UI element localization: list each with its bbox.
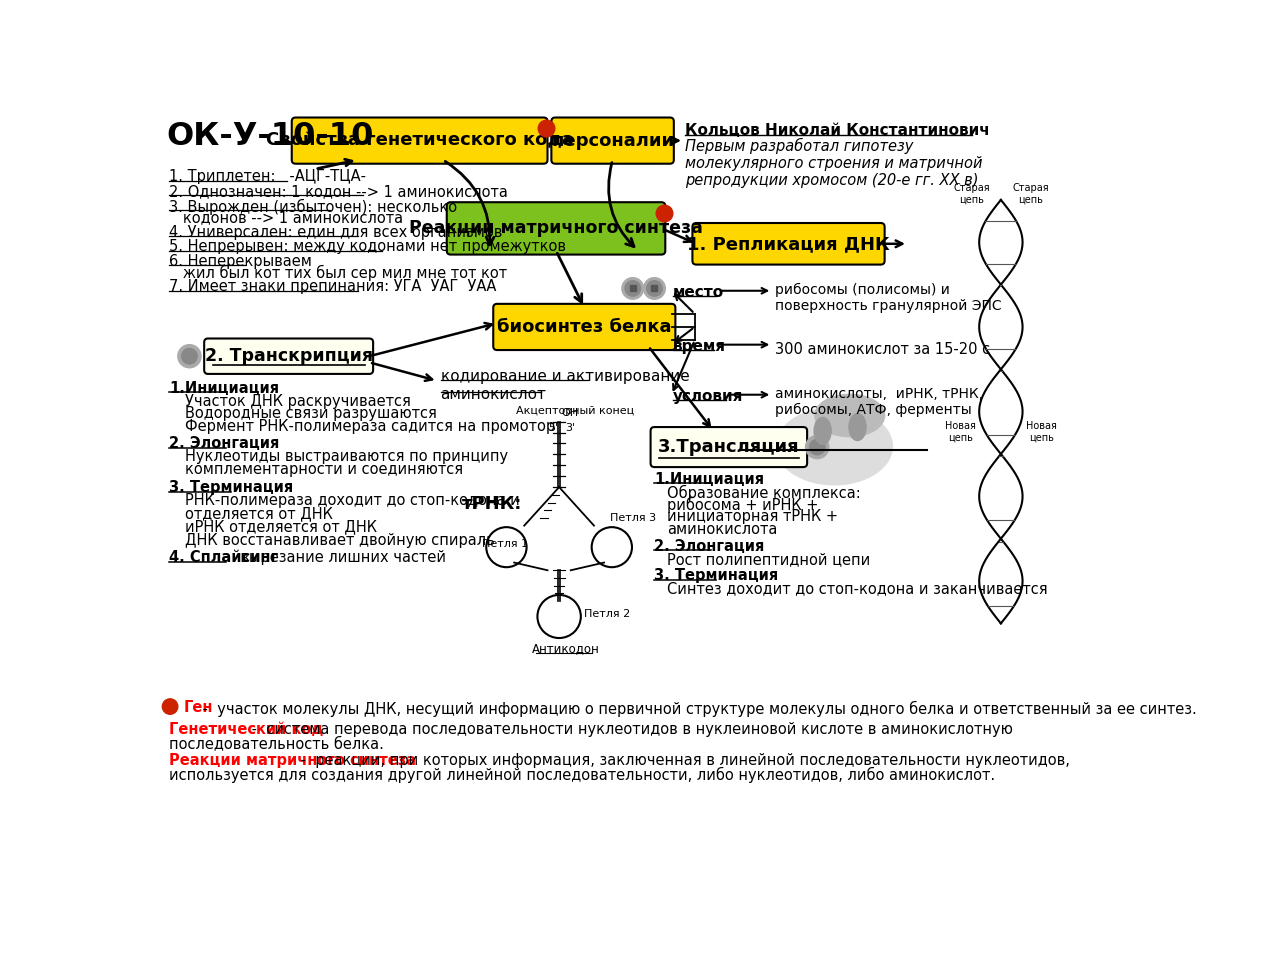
Text: Реакции матричного синтеза: Реакции матричного синтеза [169, 753, 416, 768]
Text: 1.Инициация: 1.Инициация [169, 381, 279, 396]
Text: Старая
цепь: Старая цепь [954, 183, 989, 204]
Text: время: время [673, 339, 726, 353]
Circle shape [178, 345, 201, 368]
FancyBboxPatch shape [493, 304, 676, 350]
Text: аминокислота: аминокислота [667, 522, 777, 537]
Text: 3.Трансляция: 3.Трансляция [658, 438, 800, 456]
Text: место: место [673, 284, 724, 300]
Text: инициаторная тРНК +: инициаторная тРНК + [667, 510, 838, 524]
Text: биосинтез белка: биосинтез белка [497, 318, 672, 336]
Text: Нуклеотиды выстраиваются по принципу: Нуклеотиды выстраиваются по принципу [184, 449, 508, 465]
Text: Петля 2: Петля 2 [584, 609, 630, 619]
Text: Петля 1: Петля 1 [481, 540, 527, 549]
Text: Новая
цепь: Новая цепь [1025, 421, 1056, 443]
Text: Старая
цепь: Старая цепь [1012, 183, 1048, 204]
Text: -  система перевода последовательности нуклеотидов в нуклеиновой кислоте в амино: - система перевода последовательности ну… [247, 722, 1014, 737]
Text: 6. Неперекрываем: 6. Неперекрываем [169, 253, 312, 269]
Text: Реакции матричного синтеза: Реакции матричного синтеза [410, 220, 703, 237]
FancyBboxPatch shape [692, 223, 884, 265]
Circle shape [809, 440, 824, 455]
Text: 3. Вырожден (избыточен): несколько: 3. Вырожден (избыточен): несколько [169, 199, 457, 214]
Text: вырезание лишних частей: вырезание лишних частей [232, 550, 447, 565]
Text: Рост полипептидной цепи: Рост полипептидной цепи [667, 552, 870, 566]
Text: 1.Инициация: 1.Инициация [654, 471, 764, 487]
Text: 5. Непрерывен: между кодонами нет промежутков: 5. Непрерывен: между кодонами нет промеж… [169, 239, 566, 254]
FancyBboxPatch shape [650, 427, 808, 468]
FancyBboxPatch shape [205, 339, 374, 374]
Text: 3': 3' [566, 423, 576, 433]
Ellipse shape [814, 418, 831, 444]
Text: Водородные связи разрушаются: Водородные связи разрушаются [184, 406, 436, 421]
Text: иРНК отделяется от ДНК: иРНК отделяется от ДНК [184, 519, 376, 535]
Text: 4. Сплайсинг: 4. Сплайсинг [169, 550, 279, 565]
FancyBboxPatch shape [292, 117, 548, 164]
Text: ОК-У-10-10: ОК-У-10-10 [166, 121, 374, 153]
Text: Фермент РНК-полимераза садится на промотор: Фермент РНК-полимераза садится на промот… [184, 419, 556, 434]
Text: ДНК восстанавливает двойную спираль: ДНК восстанавливает двойную спираль [184, 533, 494, 547]
Text: 2. Элонгация: 2. Элонгация [169, 436, 279, 451]
Text: 300 аминокислот за 15-20 с: 300 аминокислот за 15-20 с [774, 342, 989, 356]
Text: 3. Терминация: 3. Терминация [169, 480, 293, 495]
Text: 2. Однозначен: 1 кодон --> 1 аминокислота: 2. Однозначен: 1 кодон --> 1 аминокислот… [169, 183, 508, 199]
Text: отделяется от ДНК: отделяется от ДНК [184, 506, 333, 521]
Text: Ген: Ген [183, 701, 212, 715]
Text: Образование комплекса:: Образование комплекса: [667, 485, 860, 501]
Text: условия: условия [673, 389, 744, 403]
Circle shape [182, 348, 197, 364]
Ellipse shape [849, 414, 867, 441]
Text: Свойства генетического кода: Свойства генетического кода [266, 132, 573, 150]
Text: -  реакции, при которых информация, заключенная в линейной последовательности ну: - реакции, при которых информация, заклю… [296, 753, 1070, 768]
Circle shape [163, 699, 178, 714]
Text: РНК-полимераза доходит до стоп-кодона и: РНК-полимераза доходит до стоп-кодона и [184, 493, 520, 508]
Text: Кольцов Николай Константинович: Кольцов Николай Константинович [686, 123, 991, 138]
Text: 4. Универсален: един для всех организмов: 4. Универсален: един для всех организмов [169, 225, 503, 240]
Ellipse shape [815, 395, 884, 437]
Text: 2. Элонгация: 2. Элонгация [654, 539, 765, 554]
FancyBboxPatch shape [447, 203, 666, 254]
Text: -  участок молекулы ДНК, несущий информацию о первичной структуре молекулы одног: - участок молекулы ДНК, несущий информац… [198, 701, 1197, 716]
Text: Первым разработал гипотезу
молекулярного строения и матричной
репродукции хромос: Первым разработал гипотезу молекулярного… [686, 137, 983, 188]
Circle shape [644, 277, 666, 300]
Text: Акцепторный конец: Акцепторный конец [517, 406, 635, 417]
Text: Петля 3: Петля 3 [611, 514, 657, 523]
Text: рибосомы (полисомы) и
поверхность гранулярной ЭПС: рибосомы (полисомы) и поверхность гранул… [774, 283, 1001, 313]
Text: Синтез доходит до стоп-кодона и заканчивается: Синтез доходит до стоп-кодона и заканчив… [667, 581, 1047, 596]
Text: кодонов --> 1 аминокислота: кодонов --> 1 аминокислота [169, 210, 403, 225]
Circle shape [805, 436, 829, 459]
Text: используется для создания другой линейной последовательности, либо нуклеотидов, : используется для создания другой линейно… [169, 767, 996, 782]
Text: последовательность белка.: последовательность белка. [169, 735, 384, 751]
Text: аминокислоты,  иРНК, тРНК,
рибосомы, АТФ, ферменты: аминокислоты, иРНК, тРНК, рибосомы, АТФ,… [774, 387, 983, 418]
Text: 1. Триплетен:   -АЦГ-ТЦА-: 1. Триплетен: -АЦГ-ТЦА- [169, 169, 366, 184]
Circle shape [622, 277, 644, 300]
Text: Участок ДНК раскручивается: Участок ДНК раскручивается [184, 394, 411, 409]
Text: Генетический код: Генетический код [169, 722, 324, 737]
Text: комплементарности и соединяются: комплементарности и соединяются [184, 463, 463, 477]
Circle shape [625, 280, 640, 296]
Text: тРНК:: тРНК: [462, 494, 522, 513]
Text: 5': 5' [548, 423, 558, 433]
Text: рибосома + иРНК +: рибосома + иРНК + [667, 497, 818, 514]
Text: ОН: ОН [562, 408, 579, 418]
Text: Новая
цепь: Новая цепь [945, 421, 977, 443]
Ellipse shape [776, 408, 892, 485]
Text: персоналии: персоналии [550, 132, 675, 150]
Text: жил был кот тих был сер мил мне тот кот: жил был кот тих был сер мил мне тот кот [169, 265, 507, 280]
Text: 1. Репликация ДНК: 1. Репликация ДНК [687, 235, 890, 252]
Text: кодирование и активирование
аминокислот: кодирование и активирование аминокислот [440, 370, 690, 401]
Text: 7. Имеет знаки препинания: УГА  УАГ  УАА: 7. Имеет знаки препинания: УГА УАГ УАА [169, 279, 497, 294]
Text: Антикодон: Антикодон [532, 642, 600, 655]
Text: 3. Терминация: 3. Терминация [654, 568, 778, 583]
FancyBboxPatch shape [552, 117, 673, 164]
Text: 2. Транскрипция: 2. Транскрипция [205, 348, 372, 365]
Circle shape [646, 280, 662, 296]
